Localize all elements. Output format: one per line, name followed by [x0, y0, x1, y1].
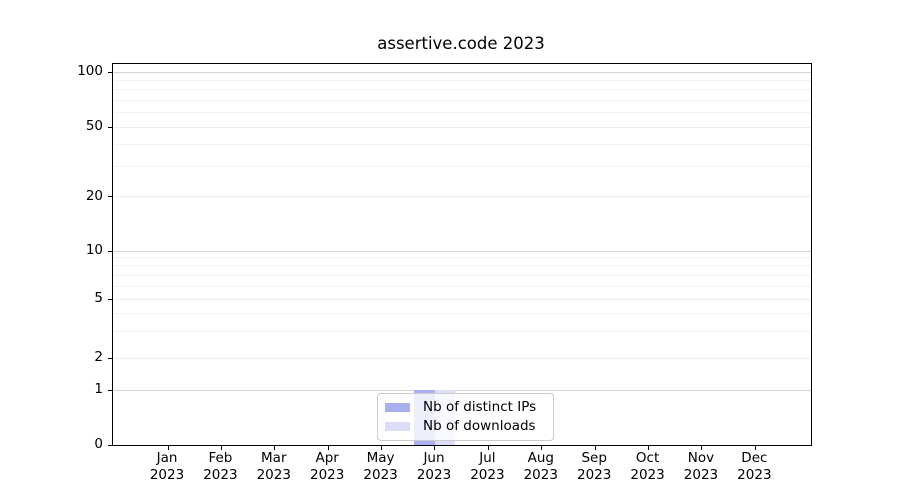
legend: Nb of distinct IPs Nb of downloads: [377, 393, 554, 441]
gridline-y-minor: [113, 275, 811, 277]
y-tick-label-10: 10: [85, 242, 103, 259]
x-tick-label-dec-2023: Dec 2023: [737, 450, 772, 483]
x-tick-label-jun-2023: Jun 2023: [416, 450, 452, 483]
gridline-y-minor: [113, 331, 811, 333]
legend-label-downloads: Nb of downloads: [423, 418, 536, 434]
x-tick-label-mar-2023: Mar 2023: [256, 450, 291, 483]
x-tick-mark-jul-2023: [487, 446, 489, 450]
x-tick-mark-sep-2023: [594, 446, 596, 450]
y-tick-label-1: 1: [94, 381, 103, 398]
y-tick-label-5: 5: [94, 290, 103, 307]
chart-title: assertive.code 2023: [377, 34, 545, 53]
legend-label-distinct-ips: Nb of distinct IPs: [423, 399, 537, 415]
x-tick-mark-dec-2023: [754, 446, 756, 450]
y-tick-mark-5: [108, 298, 112, 300]
gridline-y-100: [113, 71, 811, 73]
y-tick-label-0: 0: [94, 436, 103, 452]
legend-item-distinct-ips: Nb of distinct IPs: [385, 399, 544, 415]
gridline-y-minor: [113, 165, 811, 167]
x-tick-label-may-2023: May 2023: [363, 450, 398, 483]
x-tick-mark-jun-2023: [434, 446, 436, 450]
gridline-y-2: [113, 357, 811, 359]
y-tick-mark-2: [108, 357, 112, 359]
gridline-y-minor: [113, 143, 811, 145]
x-tick-mark-feb-2023: [220, 446, 222, 450]
gridline-y-10: [113, 250, 811, 252]
legend-swatch-downloads: [385, 421, 410, 431]
x-tick-label-sep-2023: Sep 2023: [576, 450, 612, 483]
x-tick-mark-apr-2023: [327, 446, 329, 450]
gridline-y-50: [113, 126, 811, 128]
y-tick-mark-0: [108, 444, 112, 446]
x-tick-label-apr-2023: Apr 2023: [310, 450, 345, 483]
legend-item-downloads: Nb of downloads: [385, 418, 544, 434]
gridline-y-minor: [113, 265, 811, 267]
gridline-y-20: [113, 196, 811, 198]
gridline-y-minor: [113, 99, 811, 101]
x-tick-mark-aug-2023: [541, 446, 543, 450]
gridline-y-minor: [113, 111, 811, 113]
y-tick-label-20: 20: [85, 187, 103, 204]
x-tick-label-jan-2023: Jan 2023: [149, 450, 185, 483]
y-tick-mark-1: [108, 389, 112, 391]
gridline-y-minor: [113, 312, 811, 314]
gridline-y-minor: [113, 257, 811, 259]
x-tick-label-nov-2023: Nov 2023: [683, 450, 719, 483]
legend-swatch-distinct-ips: [385, 402, 410, 412]
gridline-y-minor: [113, 285, 811, 287]
gridline-y-1: [113, 389, 811, 391]
y-tick-label-2: 2: [94, 349, 103, 366]
x-tick-label-feb-2023: Feb 2023: [203, 450, 238, 483]
x-tick-mark-jan-2023: [167, 446, 169, 450]
x-tick-label-aug-2023: Aug 2023: [523, 450, 558, 483]
y-tick-label-100: 100: [77, 63, 103, 79]
gridline-y-minor: [113, 89, 811, 91]
x-tick-label-oct-2023: Oct 2023: [630, 450, 665, 483]
x-tick-mark-may-2023: [381, 446, 383, 450]
x-tick-mark-mar-2023: [274, 446, 276, 450]
y-tick-mark-50: [108, 126, 112, 128]
y-tick-mark-10: [108, 250, 112, 252]
gridline-y-minor: [113, 79, 811, 81]
plot-area: [108, 63, 812, 450]
y-tick-mark-20: [108, 196, 112, 198]
x-tick-mark-nov-2023: [701, 446, 703, 450]
x-tick-label-jul-2023: Jul 2023: [470, 450, 505, 483]
y-tick-label-50: 50: [85, 118, 103, 135]
y-tick-mark-100: [108, 71, 112, 73]
gridline-y-5: [113, 298, 811, 300]
x-tick-mark-oct-2023: [648, 446, 650, 450]
